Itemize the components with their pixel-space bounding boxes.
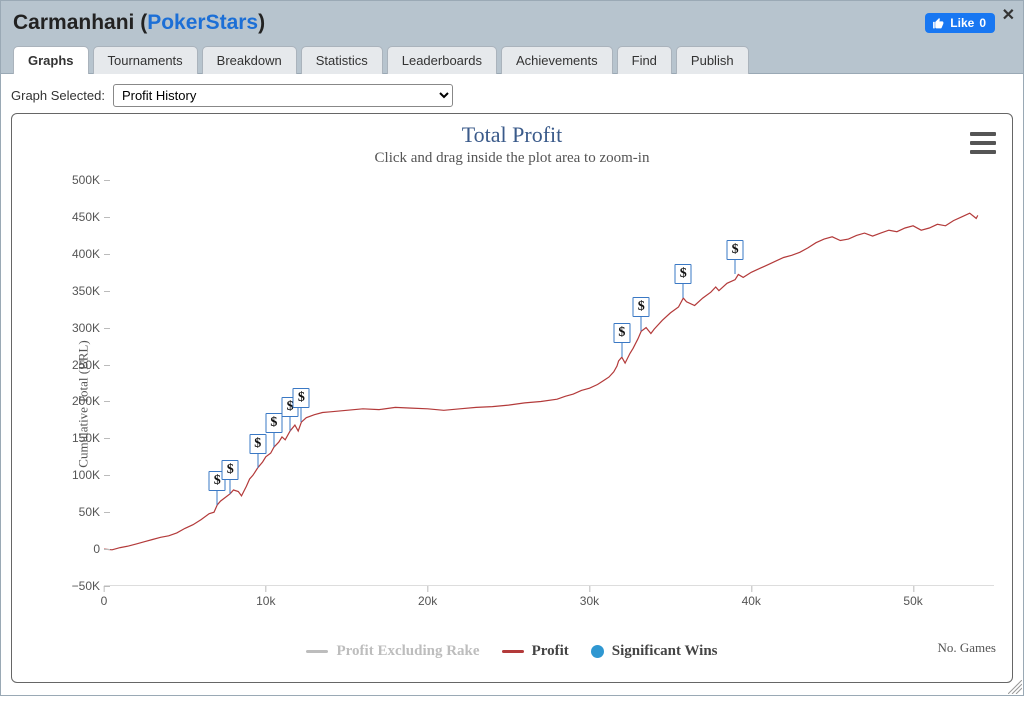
legend-item-sig_wins[interactable]: Significant Wins — [591, 643, 718, 660]
y-tick: 500K — [52, 173, 100, 187]
profit-line — [104, 213, 978, 550]
chart-menu-icon[interactable] — [970, 130, 996, 156]
chart-subtitle: Click and drag inside the plot area to z… — [12, 150, 1012, 167]
significant-win-marker[interactable]: $ — [633, 297, 650, 331]
significant-win-marker[interactable]: $ — [293, 388, 310, 422]
tab-find[interactable]: Find — [617, 46, 672, 74]
significant-win-marker[interactable]: $ — [265, 413, 282, 447]
y-tick: 0 — [52, 542, 100, 556]
player-name: Carmanhani — [13, 11, 134, 35]
chart: Total Profit Click and drag inside the p… — [11, 113, 1013, 683]
y-tick: 100K — [52, 468, 100, 482]
site-link[interactable]: PokerStars — [147, 11, 258, 35]
tab-publish[interactable]: Publish — [676, 46, 749, 74]
x-tick: 20k — [418, 594, 437, 608]
header-bar: ✕ Carmanhani ( PokerStars ) Like 0 Graph… — [0, 0, 1024, 74]
tabs: GraphsTournamentsBreakdownStatisticsLead… — [11, 45, 1013, 73]
significant-win-marker[interactable]: $ — [222, 460, 239, 494]
significant-win-marker[interactable]: $ — [613, 323, 630, 357]
x-tick: 0 — [101, 594, 108, 608]
resize-grip-icon[interactable] — [1008, 680, 1022, 694]
significant-win-marker[interactable]: $ — [249, 434, 266, 468]
y-tick: 300K — [52, 321, 100, 335]
y-tick: 200K — [52, 394, 100, 408]
plot-area[interactable]: −50K050K100K150K200K250K300K350K400K450K… — [104, 180, 994, 586]
x-tick: 30k — [580, 594, 599, 608]
graph-select[interactable]: Profit History — [113, 84, 453, 107]
y-tick: 350K — [52, 284, 100, 298]
chart-title: Total Profit — [12, 122, 1012, 148]
y-tick: 50K — [52, 505, 100, 519]
significant-win-marker[interactable]: $ — [727, 240, 744, 274]
x-tick: 10k — [256, 594, 275, 608]
graph-select-label: Graph Selected: — [11, 88, 105, 103]
close-icon[interactable]: ✕ — [1002, 5, 1015, 25]
tab-achievements[interactable]: Achievements — [501, 46, 613, 74]
y-tick: 450K — [52, 210, 100, 224]
tab-graphs[interactable]: Graphs — [13, 46, 89, 74]
graphs-panel: Graph Selected: Profit History Total Pro… — [0, 74, 1024, 696]
x-tick: 50k — [903, 594, 922, 608]
y-tick: 400K — [52, 247, 100, 261]
significant-win-marker[interactable]: $ — [675, 264, 692, 298]
y-tick: −50K — [52, 579, 100, 593]
tab-breakdown[interactable]: Breakdown — [202, 46, 297, 74]
y-tick: 150K — [52, 431, 100, 445]
fb-like-label: Like — [950, 16, 974, 30]
x-axis-label: No. Games — [938, 640, 997, 656]
tab-leaderboards[interactable]: Leaderboards — [387, 46, 497, 74]
legend-item-profit[interactable]: Profit — [502, 643, 569, 660]
tab-tournaments[interactable]: Tournaments — [93, 46, 198, 74]
legend: Profit Excluding Rake Profit Significant W… — [12, 643, 1012, 660]
y-tick: 250K — [52, 358, 100, 372]
fb-like-button[interactable]: Like 0 — [925, 13, 995, 33]
thumbs-up-icon — [932, 17, 945, 30]
x-tick: 40k — [742, 594, 761, 608]
tab-statistics[interactable]: Statistics — [301, 46, 383, 74]
fb-like-count: 0 — [979, 16, 986, 30]
legend-item-profit_ex_rake[interactable]: Profit Excluding Rake — [306, 643, 479, 660]
